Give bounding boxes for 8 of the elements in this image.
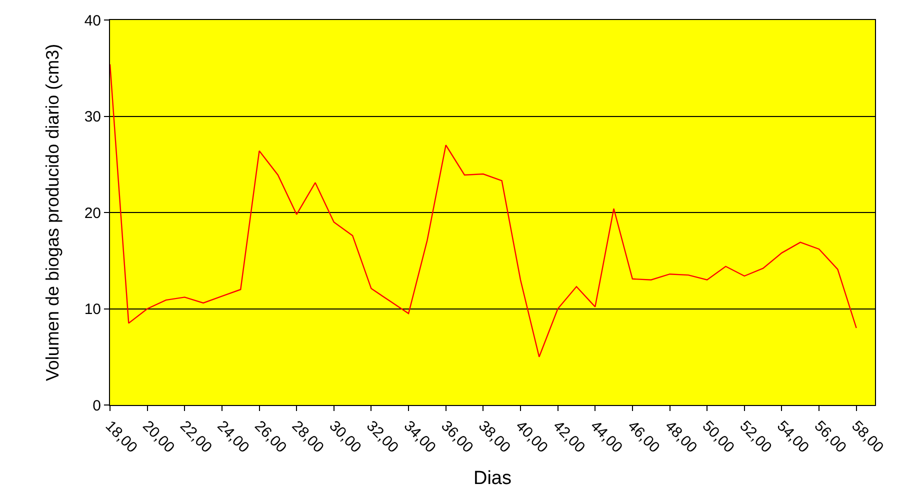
y-tick-label: 10	[84, 301, 101, 318]
y-tick-label: 0	[92, 397, 101, 414]
x-axis-title: Dias	[473, 468, 512, 489]
y-tick-label: 40	[84, 12, 101, 30]
line-series	[110, 64, 857, 358]
y-tick-label: 30	[84, 108, 101, 126]
y-axis-title: Volumen de biogas producido diario (cm3)	[42, 44, 63, 382]
y-tick-label: 20	[84, 204, 101, 222]
